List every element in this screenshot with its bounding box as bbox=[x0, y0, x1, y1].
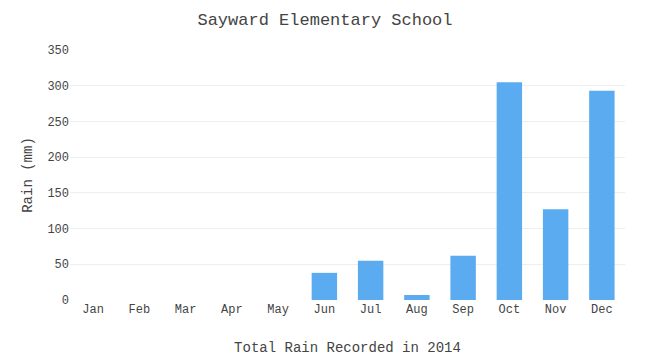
svg-text:250: 250 bbox=[47, 116, 69, 130]
svg-text:Oct: Oct bbox=[499, 303, 521, 317]
svg-text:Aug: Aug bbox=[406, 303, 428, 317]
svg-text:Jun: Jun bbox=[314, 303, 336, 317]
svg-text:Sep: Sep bbox=[452, 303, 474, 317]
svg-text:Jul: Jul bbox=[360, 303, 382, 317]
svg-text:May: May bbox=[267, 303, 289, 317]
svg-text:350: 350 bbox=[47, 44, 69, 58]
svg-text:Apr: Apr bbox=[221, 303, 243, 317]
svg-text:Total Rain Recorded in 2014: Total Rain Recorded in 2014 bbox=[234, 340, 461, 356]
svg-text:50: 50 bbox=[55, 258, 69, 272]
svg-text:100: 100 bbox=[47, 223, 69, 237]
svg-text:Rain (mm): Rain (mm) bbox=[20, 137, 36, 213]
svg-text:200: 200 bbox=[47, 151, 69, 165]
svg-text:Jan: Jan bbox=[82, 303, 104, 317]
svg-text:Feb: Feb bbox=[129, 303, 151, 317]
svg-text:Nov: Nov bbox=[545, 303, 567, 317]
svg-text:Mar: Mar bbox=[175, 303, 197, 317]
svg-text:0: 0 bbox=[62, 294, 69, 308]
svg-text:Dec: Dec bbox=[591, 303, 613, 317]
svg-text:150: 150 bbox=[47, 187, 69, 201]
svg-text:300: 300 bbox=[47, 80, 69, 94]
svg-text:Sayward Elementary School: Sayward Elementary School bbox=[197, 11, 452, 30]
